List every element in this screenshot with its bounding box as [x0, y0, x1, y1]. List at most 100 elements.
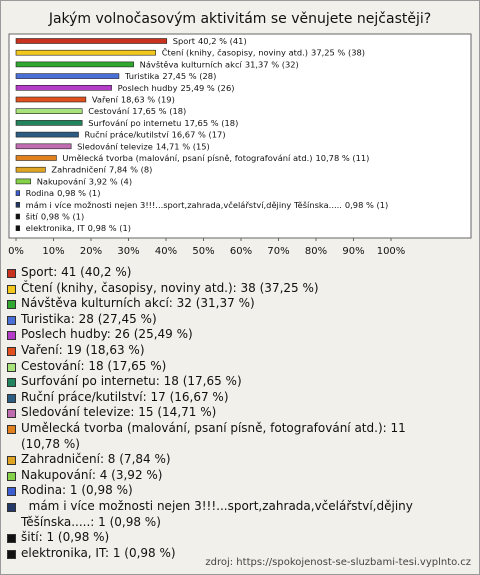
x-tick-label: 70%: [267, 246, 289, 257]
bar-label: mám i více možnosti nejen 3!!!...sport,z…: [26, 199, 389, 209]
bar: [15, 49, 156, 56]
legend-item: Sledování televize: 15 (14,71 %): [7, 405, 417, 421]
x-tick-label: 90%: [342, 246, 364, 257]
bar-label: Nakupování 3,92 % (4): [37, 176, 132, 186]
category-label: Surfování po internetu: [88, 117, 181, 127]
bar-label: Ruční práce/kutilství 16,67 % (17): [85, 129, 226, 139]
legend-swatch: [7, 269, 16, 278]
legend-item: Cestování: 18 (17,65 %): [7, 359, 417, 375]
value-label: 10,78 % (11): [315, 153, 369, 163]
bar: [15, 61, 134, 68]
value-label: 0,98 % (1): [88, 223, 131, 233]
bar: [15, 73, 120, 79]
category-label: Sledování televize: [77, 141, 153, 151]
category-label: Čtení (knihy, časopisy, noviny atd.): [162, 46, 308, 57]
category-label: Návštěva kulturních akcí: [140, 59, 243, 69]
bar-label: Rodina 0,98 % (1): [26, 188, 101, 198]
legend-item: šití: 1 (0,98 %): [7, 530, 417, 546]
value-label: 17,65 % (18): [184, 117, 238, 127]
legend: Sport: 41 (40,2 %) Čtení (knihy, časopisy…: [7, 265, 417, 561]
bar-label: Sport 40,2 % (41): [173, 36, 247, 46]
legend-item: elektronika, IT: 1 (0,98 %): [7, 546, 417, 562]
bar-label: Zahradničení 7,84 % (8): [51, 164, 152, 174]
plot-area: [8, 33, 472, 239]
legend-swatch: [7, 284, 16, 294]
legend-swatch: [7, 315, 16, 325]
legend-item: Čtení (knihy, časopisy, noviny atd.): 38…: [7, 281, 417, 297]
bar-label: elektronika, IT 0,98 % (1): [26, 223, 131, 233]
category-label: Nakupování: [37, 176, 87, 186]
value-label: 0,98 % (1): [57, 188, 100, 198]
legend-item: Ruční práce/kutilství: 17 (16,67 %): [7, 390, 417, 406]
legend-swatch: [7, 456, 16, 466]
bar: [15, 131, 79, 138]
bar-label: Sledování televize 14,71 % (15): [77, 141, 210, 151]
x-tick-label: 30%: [117, 246, 139, 257]
value-label: 14,71 % (15): [156, 141, 210, 151]
legend-label: Rodina: 1 (0,98 %): [21, 483, 133, 498]
legend-label: Umělecká tvorba (malování, psaní písně, …: [21, 420, 410, 451]
legend-label: Návštěva kulturních akcí: 32 (31,37 %): [21, 296, 255, 311]
bar-label: Umělecká tvorba (malování, psaní písně, …: [62, 153, 369, 163]
bar: [15, 178, 31, 185]
legend-label: elektronika, IT: 1 (0,98 %): [21, 545, 176, 560]
legend-swatch: [7, 378, 16, 388]
x-tick-label: 80%: [305, 246, 327, 257]
category-label: Cestování: [88, 106, 130, 116]
legend-label: Cestování: 18 (17,65 %): [21, 358, 167, 373]
legend-label: Surfování po internetu: 18 (17,65 %): [21, 374, 242, 389]
legend-label: Poslech hudby: 26 (25,49 %): [21, 327, 193, 342]
value-label: 16,67 % (17): [172, 129, 226, 139]
legend-swatch: [7, 471, 16, 481]
legend-swatch: [7, 331, 16, 341]
bar-label: Čtení (knihy, časopisy, noviny atd.) 37,2…: [162, 46, 365, 57]
category-label: šití: [26, 211, 39, 221]
value-label: 18,63 % (19): [121, 94, 175, 104]
category-label: Umělecká tvorba (malování, psaní písně, …: [62, 153, 312, 163]
bar-label: Vaření 18,63 % (19): [92, 94, 175, 104]
legend-swatch: [7, 409, 16, 419]
legend-swatch: [7, 300, 16, 310]
x-tick-label: 20%: [80, 246, 102, 257]
category-label: Turistika: [124, 71, 159, 81]
legend-label: Sport: 41 (40,2 %): [21, 265, 132, 279]
legend-swatch: [7, 534, 16, 544]
bar: [15, 213, 20, 220]
bar-label: Návštěva kulturních akcí 31,37 % (32): [140, 59, 299, 69]
chart: Jakým volnočasovým aktivitám se věnujete…: [8, 11, 472, 257]
legend-item: Umělecká tvorba (malování, psaní písně, …: [7, 421, 417, 452]
bar: [15, 143, 72, 150]
bar: [15, 166, 46, 173]
legend-label: Zahradničení: 8 (7,84 %): [21, 452, 171, 467]
category-label: Sport: [173, 36, 196, 46]
legend-label: mám i více možnosti nejen 3!!!...sport,z…: [21, 498, 417, 529]
value-label: 27,45 % (28): [162, 71, 216, 81]
bar: [15, 96, 87, 103]
legend-item: Poslech hudby: 26 (25,49 %): [7, 327, 417, 343]
legend-label: Sledování televize: 15 (14,71 %): [21, 405, 217, 420]
legend-item: Vaření: 19 (18,63 %): [7, 343, 417, 359]
legend-swatch: [7, 549, 16, 559]
value-label: 40,2 % (41): [198, 36, 247, 46]
bar: [15, 120, 83, 126]
x-tick-label: 0%: [8, 246, 24, 257]
legend-swatch: [7, 424, 16, 434]
x-tick-label: 60%: [230, 246, 252, 257]
category-label: elektronika, IT: [26, 223, 86, 233]
legend-swatch: [7, 502, 16, 512]
category-label: mám i více možnosti nejen 3!!!...sport,z…: [26, 199, 342, 209]
legend-item: Nakupování: 4 (3,92 %): [7, 468, 417, 484]
x-tick-label: 40%: [155, 246, 177, 257]
bar-label: Cestování 17,65 % (18): [88, 106, 186, 116]
chart-title: Jakým volnočasovým aktivitám se věnujete…: [48, 11, 431, 27]
bar: [15, 190, 20, 196]
x-tick-label: 50%: [192, 246, 214, 257]
bar: [15, 108, 83, 114]
legend-label: Nakupování: 4 (3,92 %): [21, 467, 163, 482]
bar-label: šití 0,98 % (1): [26, 211, 85, 221]
legend-item: mám i více možnosti nejen 3!!!...sport,z…: [7, 499, 417, 530]
legend-label: Ruční práce/kutilství: 17 (16,67 %): [21, 389, 229, 404]
category-label: Vaření: [92, 94, 119, 104]
value-label: 0,98 % (1): [41, 211, 84, 221]
category-label: Poslech hudby: [118, 82, 178, 92]
